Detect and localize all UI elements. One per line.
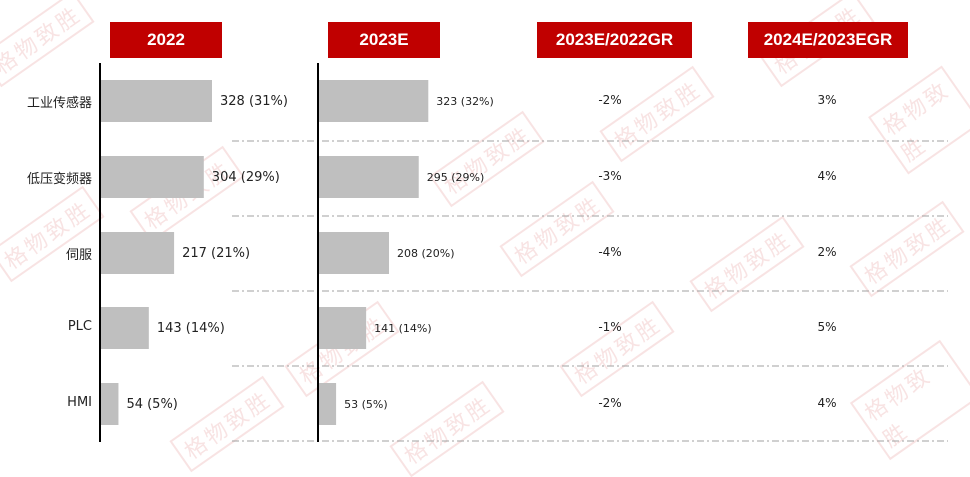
- header-growth-2024e-2023e: 2024E/2023EGR: [748, 22, 908, 58]
- bar-2023e: [318, 156, 419, 198]
- bar-2023e: [318, 80, 429, 122]
- growth-2023e-2022-value: -4%: [598, 245, 622, 259]
- header-2022: 2022: [110, 22, 222, 58]
- bar-2023e: [318, 307, 367, 349]
- category-label: 低压变频器: [26, 172, 92, 187]
- bar-2022: [100, 232, 175, 274]
- data-label-2023e: 208 (20%): [397, 247, 455, 260]
- growth-2023e-2022-value: -2%: [598, 93, 622, 107]
- growth-2024e-2023e-value: 2%: [817, 245, 837, 259]
- category-label: HMI: [67, 395, 92, 410]
- data-label-2023e: 323 (32%): [436, 95, 494, 108]
- bar-2022: [100, 80, 212, 122]
- data-label-2022: 54 (5%): [126, 397, 177, 412]
- growth-2024e-2023e-value: 3%: [817, 93, 837, 107]
- growth-2023e-2022-value: -3%: [598, 169, 622, 183]
- category-label: 工业传感器: [26, 96, 92, 111]
- bar-2022: [100, 307, 149, 349]
- data-label-2023e: 295 (29%): [427, 171, 485, 184]
- bar-2023e: [318, 383, 337, 425]
- data-label-2022: 328 (31%): [220, 94, 288, 109]
- growth-2024e-2023e-value: 4%: [817, 169, 837, 183]
- growth-2023e-2022-value: -2%: [598, 396, 622, 410]
- growth-2024e-2023e-value: 5%: [817, 320, 837, 334]
- bar-2022: [100, 156, 204, 198]
- category-label: PLC: [67, 319, 92, 334]
- growth-2024e-2023e-value: 4%: [817, 396, 837, 410]
- header-growth-2023e-2022: 2023E/2022GR: [537, 22, 692, 58]
- category-label: 伺服: [65, 248, 92, 263]
- data-label-2023e: 53 (5%): [344, 398, 388, 411]
- bar-2022: [100, 383, 119, 425]
- data-label-2022: 217 (21%): [182, 246, 250, 261]
- data-label-2022: 143 (14%): [157, 321, 225, 336]
- data-label-2022: 304 (29%): [212, 170, 280, 185]
- data-label-2023e: 141 (14%): [374, 322, 432, 335]
- growth-2023e-2022-value: -1%: [598, 320, 622, 334]
- header-2023e: 2023E: [328, 22, 440, 58]
- bar-2023e: [318, 232, 390, 274]
